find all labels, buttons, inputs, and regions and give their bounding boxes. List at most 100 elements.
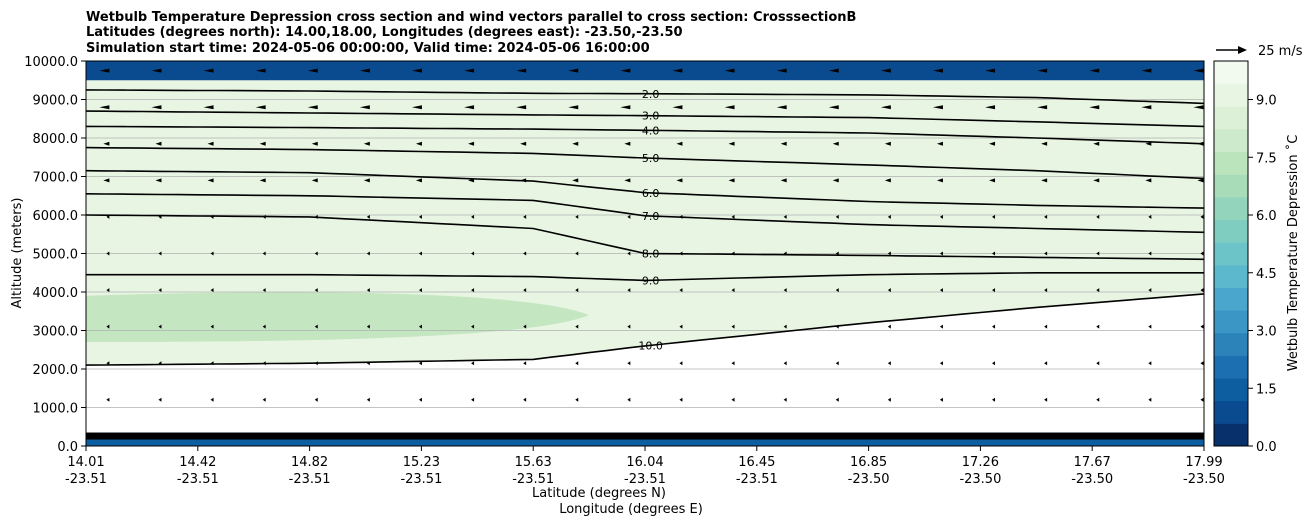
- x-tick-label-lon: -23.50: [1071, 472, 1113, 487]
- wind-vector: [1044, 251, 1048, 256]
- wind-vector: [939, 397, 943, 402]
- wind-vector: [255, 68, 266, 73]
- wind-vector: [262, 324, 266, 329]
- colorbar-frame: [1213, 60, 1249, 447]
- contour-label-4: 4.0: [642, 124, 660, 137]
- colorbar-swatch: [1214, 264, 1248, 288]
- wind-vector: [676, 141, 683, 146]
- wind-vector: [262, 251, 266, 256]
- x-tick-label-lat: 17.99: [1185, 455, 1222, 470]
- wind-vector: [1200, 397, 1204, 402]
- wind-vector: [1096, 361, 1100, 366]
- wind-vector: [155, 178, 162, 183]
- wind-vector: [679, 288, 683, 293]
- wind-vector: [471, 397, 475, 402]
- colorbar-swatch: [1214, 400, 1248, 424]
- contour-labels: 2.0 3.04.0 5.0 6.0 7.0 8.0 9.0 10.0: [638, 88, 663, 353]
- wind-vector: [783, 397, 787, 402]
- wind-vector: [724, 68, 735, 73]
- x-tick-label-lon: -23.50: [848, 472, 890, 487]
- wind-vector: [307, 68, 318, 73]
- wind-vector: [835, 397, 839, 402]
- colorbar-swatch: [1214, 423, 1248, 447]
- wind-vector: [523, 397, 527, 402]
- wind-vector: [731, 214, 735, 219]
- wind-vector: [106, 324, 110, 329]
- y-tick-label: 6000.0: [33, 209, 79, 224]
- wind-vector: [992, 251, 996, 256]
- wind-vector: [1200, 288, 1204, 293]
- x-tick-label-lon: -23.51: [65, 472, 107, 487]
- wind-vector: [418, 397, 422, 402]
- wind-vector: [936, 141, 943, 146]
- band-fill-10: [86, 61, 1204, 366]
- wind-vector: [1200, 361, 1204, 366]
- wind-vector: [1141, 105, 1152, 110]
- wind-vector: [99, 68, 110, 73]
- wind-vector: [259, 178, 266, 183]
- wind-vector: [828, 105, 839, 110]
- wind-vector: [418, 361, 422, 366]
- wind-vector: [832, 141, 839, 146]
- x-axis-label-latitude: Latitude (degrees N): [532, 486, 666, 501]
- wind-vector: [1044, 397, 1048, 402]
- wind-vector: [359, 68, 370, 73]
- wind-vector: [731, 288, 735, 293]
- contour-line-7: [86, 193, 1204, 234]
- wind-vector: [992, 397, 996, 402]
- contour-line-2: [86, 89, 1204, 105]
- wind-vector: [411, 105, 422, 110]
- wind-vector: [255, 105, 266, 110]
- colorbar-tick-label: 3.0: [1256, 325, 1277, 340]
- wind-vector: [1096, 288, 1100, 293]
- wind-vector: [575, 361, 579, 366]
- y-axis-label: Altitude (meters): [10, 198, 25, 309]
- colorbar-swatch: [1214, 83, 1248, 107]
- band-fill-top: [86, 61, 1204, 81]
- wind-vector: [1044, 324, 1048, 329]
- colorbar-tick-label: 6.0: [1256, 209, 1277, 224]
- wind-vector: [314, 288, 318, 293]
- wind-vector: [103, 178, 110, 183]
- wind-vector: [989, 178, 996, 183]
- wind-vector: [1096, 397, 1100, 402]
- wind-vector: [1148, 214, 1152, 219]
- wind-vector: [835, 214, 839, 219]
- x-tick-label-lon: -23.51: [400, 472, 442, 487]
- wind-vector: [989, 141, 996, 146]
- wind-vector: [366, 251, 370, 256]
- wind-vector: [210, 324, 214, 329]
- y-tick-label: 5000.0: [33, 248, 79, 263]
- colorbar-swatch: [1214, 151, 1248, 175]
- x-axis: 14.01 -23.51 14.42 -23.51 14.82 -23.51 15.23 -2…: [65, 446, 1225, 487]
- wind-vector: [158, 251, 162, 256]
- y-axis: 0.0 1000.0 2000.0 3000.0 4000.0 5000.0 6000.0 7…: [24, 55, 86, 455]
- wind-vector: [939, 361, 943, 366]
- wind-vector: [106, 397, 110, 402]
- contour-label-7: 7.0: [642, 210, 660, 223]
- contour-line-9: [86, 272, 1204, 282]
- wind-vector: [363, 178, 370, 183]
- filled-contour-bands: [86, 61, 1204, 446]
- wind-vector: [672, 68, 683, 73]
- wind-vector: [203, 68, 214, 73]
- wind-vector: [887, 214, 891, 219]
- plot-area: 2.0 3.04.0 5.0 6.0 7.0 8.0 9.0 10.0: [85, 60, 1205, 447]
- wind-vector: [1096, 324, 1100, 329]
- wind-vector: [1093, 141, 1100, 146]
- wind-vector: [1096, 214, 1100, 219]
- contour-label-9: 9.0: [642, 274, 660, 287]
- wind-vector: [939, 288, 943, 293]
- x-tick-label-lon: -23.50: [1183, 472, 1225, 487]
- wind-vector: [880, 105, 891, 110]
- wind-vector: [314, 251, 318, 256]
- colorbar-swatch: [1214, 61, 1248, 85]
- wind-vector: [575, 251, 579, 256]
- contour-lines: [86, 89, 1204, 440]
- quiver-key-label: 25 m/s: [1258, 44, 1303, 59]
- wind-vector: [106, 251, 110, 256]
- wind-vector: [932, 68, 943, 73]
- wind-vector: [887, 251, 891, 256]
- wind-vector: [516, 68, 527, 73]
